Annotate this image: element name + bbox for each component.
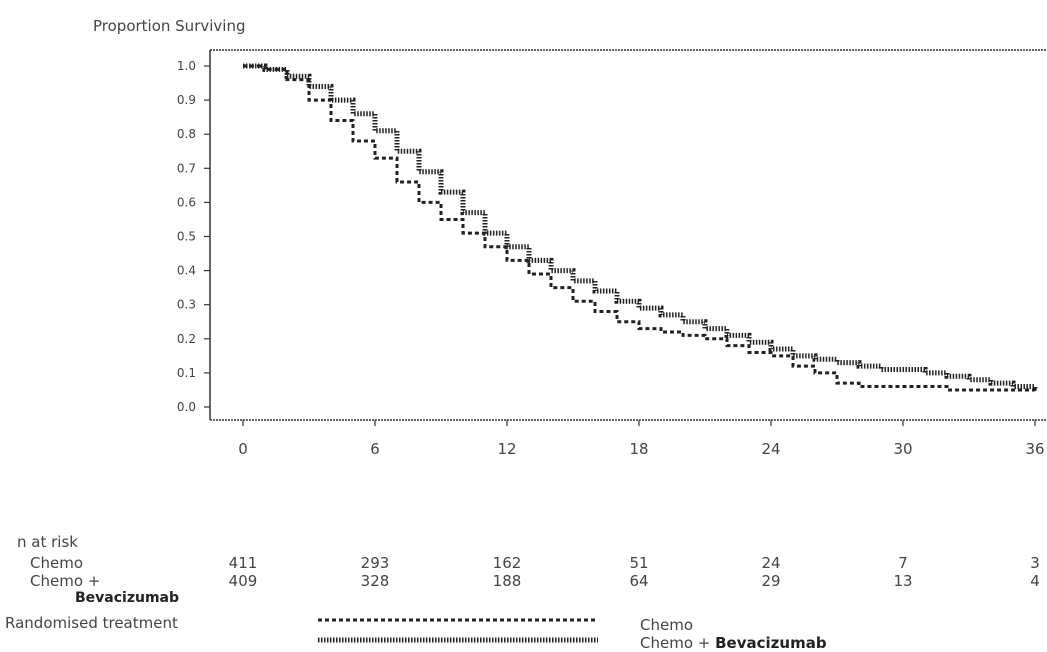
risk-cell: 13 [893, 572, 913, 590]
y-tick-label: 0.0 [177, 400, 196, 414]
curve-chemo-bevacizumab [243, 63, 1038, 390]
risk-cell: 24 [761, 554, 781, 572]
y-tick-label: 0.5 [177, 230, 196, 244]
risk-cell: 409 [228, 572, 258, 590]
risk-row-label-chemo-bev-extra: Bevacizumab [75, 590, 180, 606]
y-tick-label: 1.0 [177, 59, 196, 73]
risk-cell: 29 [761, 572, 781, 590]
risk-cell: 293 [360, 554, 390, 572]
risk-table-title: n at risk [17, 533, 78, 551]
risk-cell: 188 [492, 572, 522, 590]
x-tick-label: 24 [761, 440, 780, 458]
y-tick-label: 0.8 [177, 127, 196, 141]
risk-cell: 51 [629, 554, 649, 572]
legend-title: Randomised treatment [5, 614, 178, 632]
y-axis-label: Proportion Surviving [93, 17, 246, 35]
risk-row-label-chemo: Chemo [30, 554, 83, 572]
y-tick-label: 0.7 [177, 161, 196, 175]
risk-cell: 3 [1030, 554, 1040, 572]
legend-label-chemo-bev-plain: Chemo + [640, 634, 711, 652]
legend-label-chemo: Chemo [640, 616, 693, 634]
risk-cell: 4 [1030, 572, 1040, 590]
risk-cell: 7 [898, 554, 908, 572]
y-tick-label: 0.2 [177, 332, 196, 346]
y-tick-label: 0.1 [177, 366, 196, 380]
x-tick-label: 36 [1025, 440, 1044, 458]
x-tick-label: 0 [238, 440, 248, 458]
y-tick-label: 0.3 [177, 298, 196, 312]
risk-cell: 64 [629, 572, 649, 590]
y-tick-label: 0.9 [177, 93, 196, 107]
legend-label-chemo-bev-bold: Bevacizumab [715, 634, 827, 652]
risk-cell: 328 [360, 572, 390, 590]
x-tick-label: 30 [893, 440, 912, 458]
x-tick-label: 18 [629, 440, 648, 458]
y-tick-label: 0.4 [177, 264, 196, 278]
curve-chemo [243, 64, 1037, 394]
x-tick-label: 6 [370, 440, 380, 458]
y-tick-label: 0.6 [177, 195, 196, 209]
risk-cell: 411 [228, 554, 258, 572]
risk-row-label-chemo-bev: Chemo + [30, 572, 101, 590]
risk-cell: 162 [492, 554, 522, 572]
legend-label-chemo-bev: Chemo + Bevacizumab [640, 634, 827, 652]
x-tick-label: 12 [497, 440, 516, 458]
